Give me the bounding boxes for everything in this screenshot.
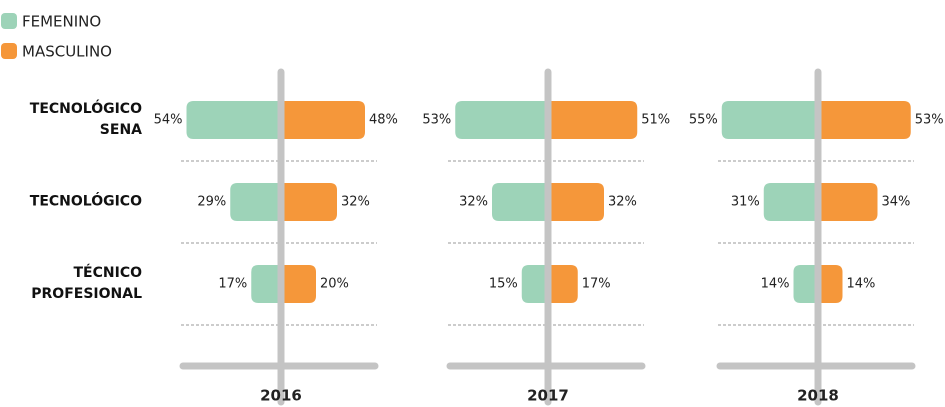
value-label: 48% (369, 113, 398, 128)
panel-title: 2018 (797, 387, 839, 405)
bar (548, 265, 578, 303)
value-label: 29% (197, 195, 226, 210)
value-label: 53% (915, 113, 944, 128)
category-label: TÉCNICO PROFESIONAL (31, 265, 142, 302)
bar (818, 265, 843, 303)
value-label: 54% (154, 113, 183, 128)
legend-label: MASCULINO (22, 43, 112, 61)
bar (818, 101, 911, 139)
bar (230, 183, 281, 221)
legend-swatch (1, 13, 17, 29)
value-label: 17% (582, 277, 611, 292)
value-label: 14% (847, 277, 876, 292)
legend-swatch (1, 43, 17, 59)
bar (455, 101, 548, 139)
value-label: 53% (422, 113, 451, 128)
bar (251, 265, 281, 303)
bar (818, 183, 878, 221)
bar (548, 101, 638, 139)
value-label: 32% (608, 195, 637, 210)
value-label: 17% (218, 277, 247, 292)
bar (281, 101, 365, 139)
value-label: 15% (489, 277, 518, 292)
bar (521, 265, 548, 303)
bar (793, 265, 818, 303)
bar (763, 183, 818, 221)
value-label: 55% (689, 113, 718, 128)
bar (721, 101, 818, 139)
panel-title: 2017 (527, 387, 569, 405)
value-label: 32% (341, 195, 370, 210)
value-label: 31% (731, 195, 760, 210)
bar (281, 265, 316, 303)
bar (186, 101, 281, 139)
category-label: TECNOLÓGICO (29, 193, 142, 210)
panel-title: 2016 (260, 387, 302, 405)
bar (492, 183, 548, 221)
value-label: 14% (761, 277, 790, 292)
legend-label: FEMENINO (22, 13, 101, 31)
bar (281, 183, 337, 221)
value-label: 34% (882, 195, 911, 210)
bar (548, 183, 604, 221)
value-label: 32% (459, 195, 488, 210)
value-label: 20% (320, 277, 349, 292)
category-label: TECNOLÓGICO SENA (29, 101, 142, 138)
value-label: 51% (641, 113, 670, 128)
